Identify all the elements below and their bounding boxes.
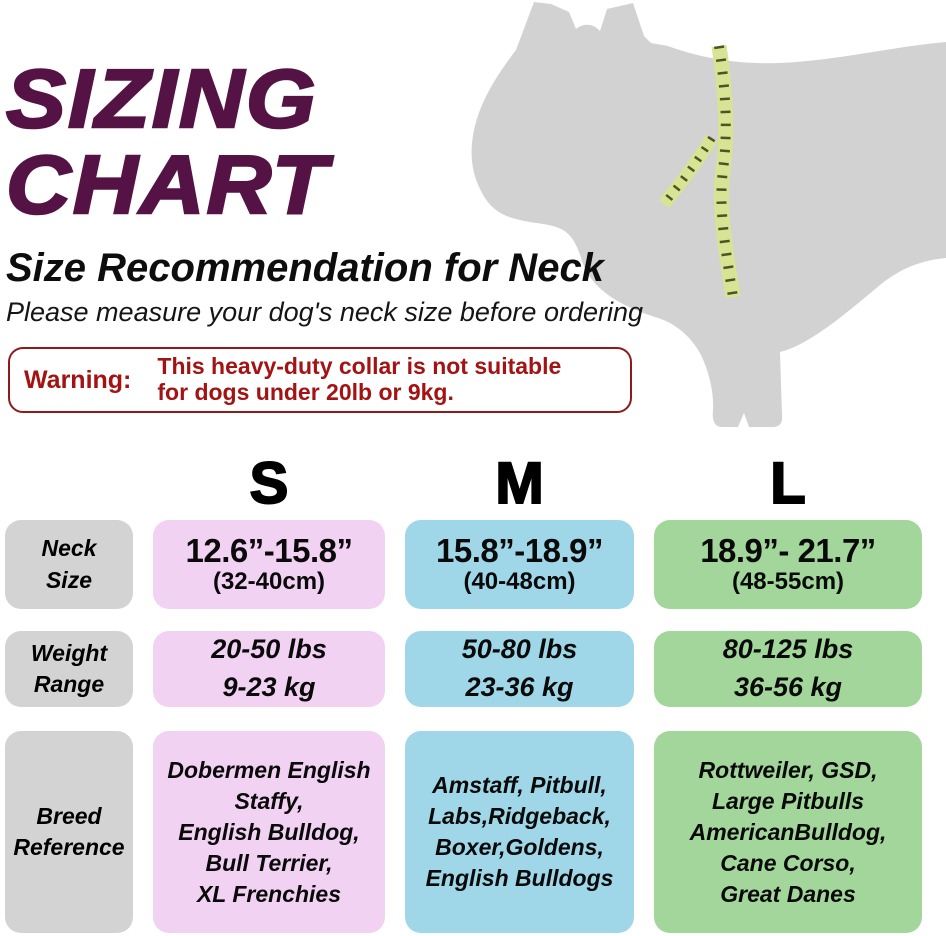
size-header-spacer xyxy=(5,450,133,517)
row-header-weight-range: Weight Range xyxy=(5,631,133,707)
neck-size-cell-l: 18.9”- 21.7” (48-55cm) xyxy=(654,520,922,609)
neck-size-cell-m: 15.8”-18.9” (40-48cm) xyxy=(405,520,634,609)
neck-size-m-cm: (40-48cm) xyxy=(463,568,576,596)
size-header-l: L xyxy=(769,450,806,517)
breed-cell-m: Amstaff, Pitbull, Labs,Ridgeback, Boxer,… xyxy=(405,731,634,933)
page-subtitle: Size Recommendation for Neck xyxy=(6,246,604,290)
neck-size-s-cm: (32-40cm) xyxy=(212,568,326,596)
weight-cell-m: 50-80 lbs 23-36 kg xyxy=(405,631,634,707)
neck-size-m-inches: 15.8”-18.9” xyxy=(436,531,603,569)
warning-text: This heavy-duty collar is not suitable f… xyxy=(157,353,562,405)
weight-cell-s: 20-50 lbs 9-23 kg xyxy=(153,631,385,707)
weight-cell-l: 80-125 lbs 36-56 kg xyxy=(654,631,922,707)
row-header-breed-reference: Breed Reference xyxy=(5,731,133,933)
breed-cell-l: Rottweiler, GSD, Large Pitbulls American… xyxy=(654,731,922,933)
breed-l-value: Rottweiler, GSD, Large Pitbulls American… xyxy=(689,756,887,907)
warning-box: Warning: This heavy-duty collar is not s… xyxy=(8,347,632,413)
page-title: SIZING CHART xyxy=(5,52,329,231)
weight-range-row: Weight Range 20-50 lbs 9-23 kg 50-80 lbs… xyxy=(5,631,922,707)
measuring-tape-branch-ticks xyxy=(660,135,716,207)
size-header-s: S xyxy=(249,450,290,517)
neck-size-l-cm: (48-55cm) xyxy=(731,568,845,596)
breed-reference-row: Breed Reference Dobermen English Staffy,… xyxy=(5,731,922,933)
measuring-tape-ticks xyxy=(714,45,738,298)
warning-label: Warning: xyxy=(24,365,132,394)
breed-s-value: Dobermen English Staffy, English Bulldog… xyxy=(167,756,371,907)
measure-note: Please measure your dog's neck size befo… xyxy=(6,297,644,327)
dog-silhouette xyxy=(471,2,946,428)
weight-s-value: 20-50 lbs 9-23 kg xyxy=(211,634,327,702)
size-header-row: S M L xyxy=(5,450,922,517)
weight-l-value: 80-125 lbs 36-56 kg xyxy=(722,634,854,702)
neck-size-cell-s: 12.6”-15.8” (32-40cm) xyxy=(153,520,385,609)
neck-size-row: Neck Size 12.6”-15.8” (32-40cm) 15.8”-18… xyxy=(5,520,922,609)
weight-m-value: 50-80 lbs 23-36 kg xyxy=(461,634,578,702)
neck-size-s-inches: 12.6”-15.8” xyxy=(185,531,353,569)
size-header-m: M xyxy=(494,450,544,517)
row-header-neck-size: Neck Size xyxy=(5,520,133,609)
breed-m-value: Amstaff, Pitbull, Labs,Ridgeback, Boxer,… xyxy=(425,772,614,891)
dog-measuring-tape-illustration xyxy=(471,2,946,428)
neck-size-l-inches: 18.9”- 21.7” xyxy=(700,531,876,569)
breed-cell-s: Dobermen English Staffy, English Bulldog… xyxy=(153,731,385,933)
